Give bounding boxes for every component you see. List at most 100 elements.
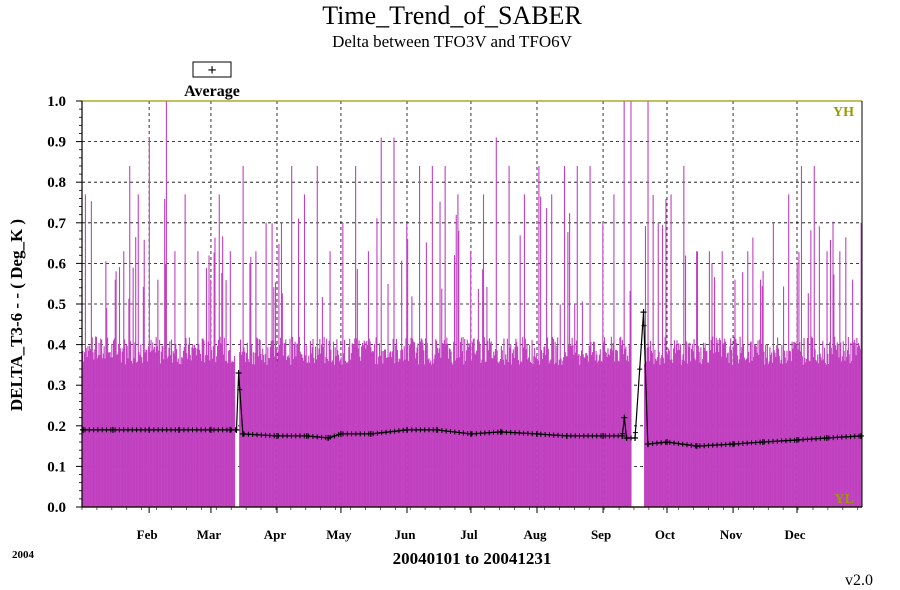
average-point — [235, 370, 242, 377]
average-marker — [706, 442, 711, 448]
average-point — [367, 430, 374, 437]
average-marker — [86, 427, 92, 433]
reference-label: YL — [835, 492, 854, 507]
average-marker — [293, 433, 299, 439]
average-marker — [104, 427, 109, 433]
y-tick-label: 0.9 — [47, 135, 66, 151]
average-marker — [852, 433, 858, 439]
average-point — [619, 432, 626, 439]
x-tick-label: May — [326, 527, 352, 542]
average-marker — [383, 429, 389, 435]
average-point — [109, 426, 116, 433]
y-tick-label: 0.2 — [47, 419, 66, 435]
average-marker — [723, 442, 729, 447]
average-marker — [448, 429, 453, 434]
average-marker — [392, 428, 398, 434]
x-tick-label: Mar — [197, 527, 222, 542]
average-marker — [611, 433, 617, 439]
average-marker — [779, 438, 785, 444]
average-marker — [155, 427, 161, 433]
average-marker — [680, 441, 686, 447]
average-point — [433, 426, 440, 433]
average-marker — [164, 427, 170, 433]
average-marker — [555, 432, 561, 438]
average-marker — [353, 431, 359, 437]
average-marker — [280, 433, 286, 439]
average-marker — [185, 427, 191, 433]
version-label: v2.0 — [845, 572, 873, 589]
average-point — [563, 432, 570, 439]
average-marker — [99, 427, 105, 433]
spike-series — [82, 101, 862, 507]
average-point — [325, 434, 332, 441]
legend-symbol: + — [207, 62, 216, 79]
x-tick-label: Nov — [720, 527, 743, 542]
average-marker — [710, 442, 716, 448]
average-marker — [701, 443, 707, 449]
average-marker — [134, 427, 140, 433]
average-marker — [456, 430, 462, 435]
average-marker — [817, 435, 823, 441]
average-marker — [263, 432, 269, 438]
x-tick-label: Apr — [264, 527, 287, 542]
average-marker — [736, 441, 742, 447]
average-marker — [512, 430, 518, 436]
average-marker — [508, 429, 514, 435]
average-marker — [718, 442, 724, 448]
average-point — [497, 428, 504, 435]
average-marker — [443, 428, 449, 434]
average-marker — [607, 433, 613, 439]
average-point — [233, 426, 240, 433]
average-marker — [387, 429, 393, 435]
average-point — [80, 426, 87, 433]
average-marker — [374, 430, 380, 436]
average-point — [632, 434, 639, 441]
average-point — [227, 426, 234, 433]
average-marker — [417, 427, 423, 433]
average-marker — [671, 440, 677, 446]
average-marker — [237, 387, 243, 393]
average-marker — [675, 441, 681, 447]
legend-label: Average — [184, 83, 240, 100]
average-marker — [215, 427, 221, 433]
average-marker — [95, 427, 101, 433]
average-marker — [202, 427, 208, 433]
x-tick-label: Sep — [591, 527, 611, 542]
average-marker — [254, 432, 260, 438]
average-point — [404, 426, 410, 433]
average-marker — [688, 442, 694, 448]
average-marker — [194, 427, 200, 433]
average-marker — [787, 437, 793, 443]
average-marker — [503, 429, 509, 435]
x-tick-label: Jun — [395, 527, 417, 542]
y-tick-label: 0.5 — [47, 297, 66, 313]
average-marker — [714, 442, 720, 448]
average-point — [600, 432, 607, 439]
average-point — [621, 414, 628, 421]
average-marker — [439, 428, 445, 433]
x-tick-label: Feb — [137, 527, 158, 542]
average-marker — [572, 433, 578, 439]
average-marker — [181, 427, 187, 433]
average-marker — [637, 366, 643, 372]
average-point — [857, 432, 864, 439]
average-marker — [641, 323, 647, 329]
average-marker — [491, 429, 496, 435]
average-marker — [486, 430, 492, 436]
average-point — [664, 439, 670, 446]
average-marker — [331, 433, 337, 439]
average-marker — [843, 434, 849, 440]
average-marker — [310, 434, 316, 439]
average-point — [146, 426, 153, 433]
average-marker — [770, 438, 776, 444]
average-markers — [82, 323, 862, 449]
chart-subtitle: Delta between TFO3V and TFO6V — [332, 32, 573, 51]
average-point — [534, 430, 540, 437]
average-marker — [581, 433, 587, 439]
average-point — [623, 434, 630, 441]
average-point — [207, 426, 214, 433]
average-marker — [813, 436, 819, 442]
average-marker — [835, 434, 840, 440]
average-marker — [654, 440, 660, 446]
